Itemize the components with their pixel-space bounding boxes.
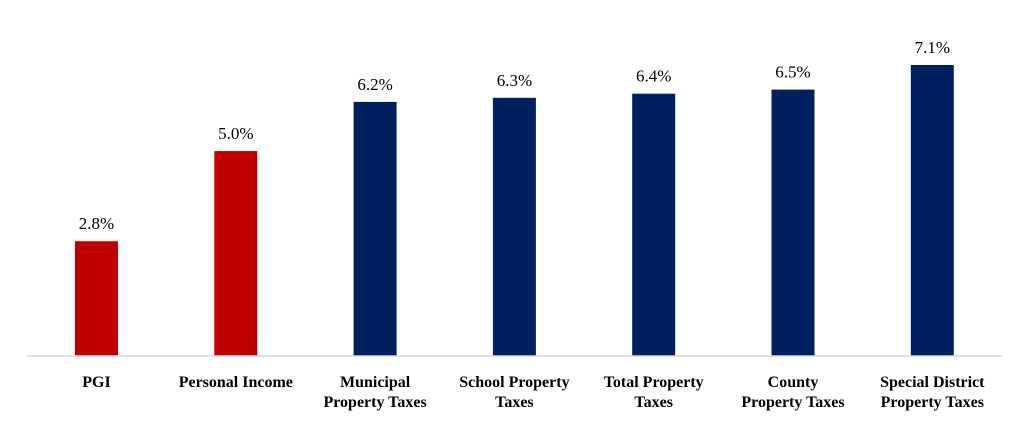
bar-value-label: 6.4% [636, 67, 671, 86]
category-labels-layer: PGI Personal Income Municipal Property Taxe… [82, 374, 985, 411]
bar [492, 97, 536, 357]
category-label: Total Property [604, 374, 704, 391]
bar-value-label: 7.1% [915, 38, 950, 57]
category-label: Municipal [340, 374, 411, 391]
category-label: PGI [82, 374, 110, 391]
category-label: Personal Income [179, 374, 293, 391]
bar-value-label: 6.3% [497, 71, 532, 90]
bar-value-label: 5.0% [218, 124, 253, 143]
category-label: Property Taxes [741, 394, 844, 411]
category-label: Property Taxes [881, 394, 984, 411]
category-label: Property Taxes [323, 394, 426, 411]
category-label: Taxes [634, 394, 673, 411]
category-label: County [768, 374, 819, 391]
bar [632, 93, 676, 357]
value-labels-layer: 2.8% 5.0% 6.2% 6.3% 6.4% 6.5% 7.1% [79, 38, 950, 233]
category-label: Taxes [495, 394, 534, 411]
bar [75, 241, 118, 356]
bar [353, 101, 397, 356]
bar-value-label: 6.2% [357, 75, 392, 94]
bar [910, 65, 954, 356]
category-label: School Property [459, 374, 569, 391]
bar-value-label: 6.5% [775, 63, 810, 82]
bar [771, 89, 815, 356]
category-label: Special District [880, 374, 985, 391]
bar [214, 151, 258, 356]
bars-layer [75, 65, 954, 357]
bar-value-label: 2.8% [79, 214, 114, 233]
